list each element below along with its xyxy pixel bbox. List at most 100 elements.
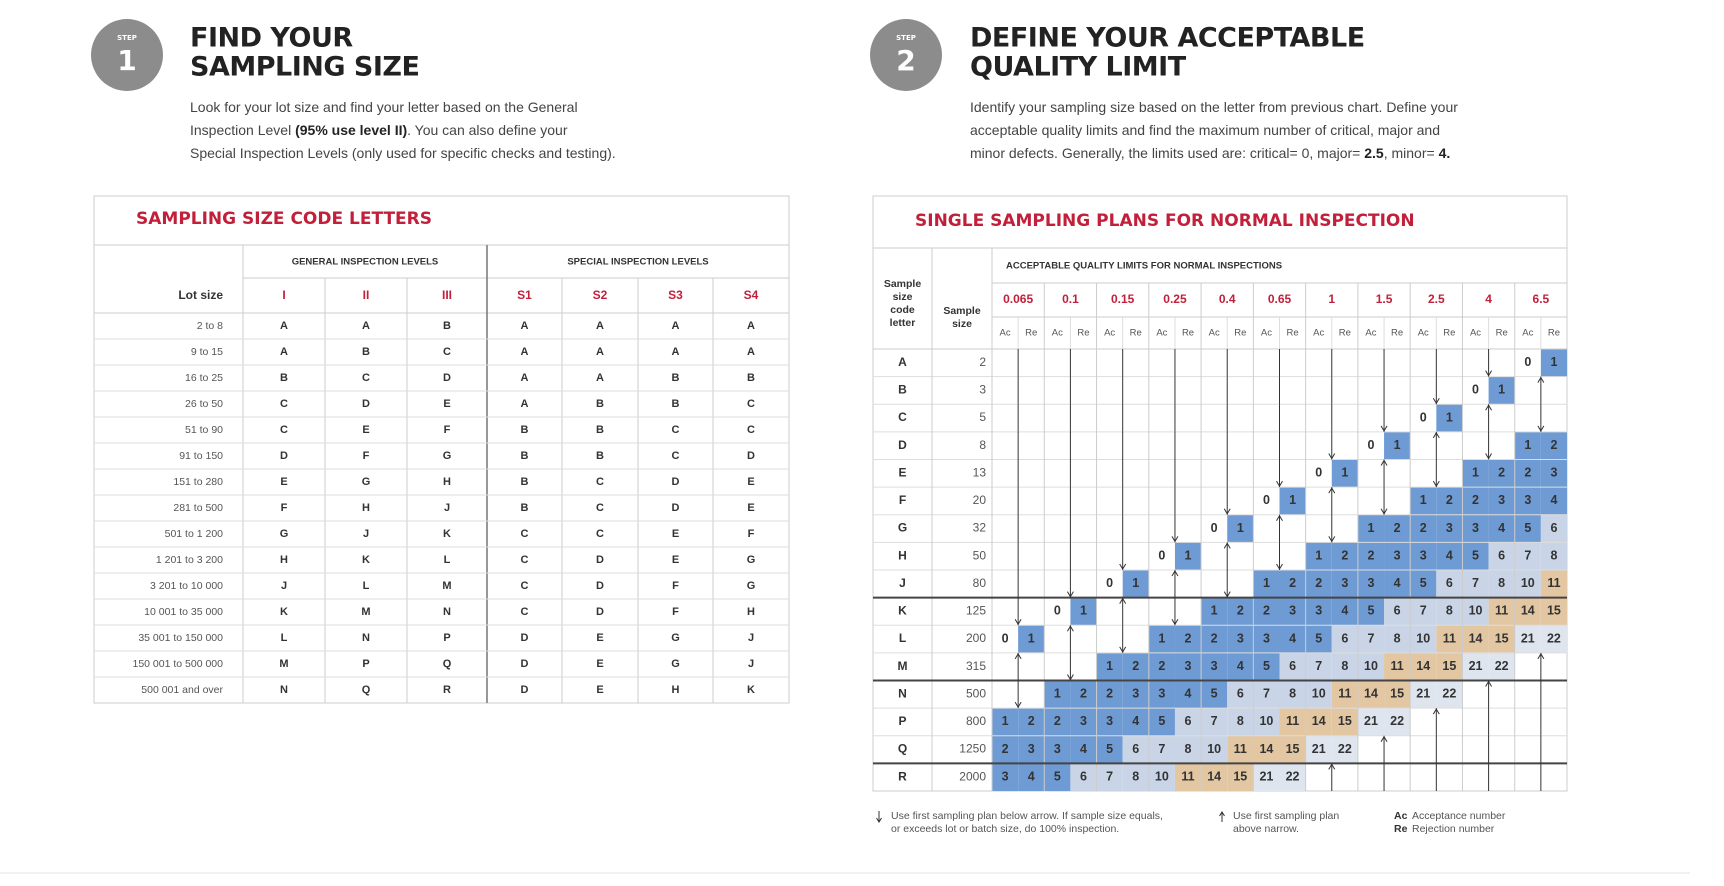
lot-size: 9 to 15: [191, 346, 223, 358]
cell-bg: [1488, 625, 1515, 653]
ac-re-number: 3: [1132, 687, 1139, 701]
arrow-head: [1380, 735, 1388, 743]
ac-re-number: 4: [1498, 521, 1505, 535]
arrow-head: [1485, 404, 1493, 411]
cell-bg: [1540, 597, 1567, 626]
code-letter: B: [521, 450, 529, 462]
aql-header: 4: [1485, 292, 1492, 306]
ac-re-number: 3: [1080, 714, 1087, 728]
code-letter: M: [442, 580, 451, 592]
cell-bg: [1462, 376, 1489, 405]
cell-bg: [1514, 459, 1541, 488]
cell-bg: [1305, 652, 1332, 681]
ac-re-number: 2: [1054, 714, 1061, 728]
sample-size: 5: [979, 410, 986, 424]
arrow-head: [1432, 480, 1440, 488]
ac-re-number: 3: [1368, 576, 1375, 590]
cell-bg: [1462, 597, 1489, 626]
ac-re-number: 3: [1106, 714, 1113, 728]
ac-re-header: Ac: [1261, 328, 1272, 339]
cell-bg: [1096, 680, 1123, 709]
ac-re-number: 8: [1237, 714, 1244, 728]
code-letter: E: [747, 502, 754, 514]
code-letter: A: [672, 320, 680, 332]
cell-bg: [1462, 514, 1489, 543]
code-letter: E: [596, 658, 603, 670]
ac-re-header: Ac: [1522, 328, 1533, 339]
code-letter: J: [444, 502, 450, 514]
ac-re-number: 11: [1286, 714, 1299, 728]
arrow-head: [1219, 811, 1225, 817]
ac-re-number: 5: [1054, 769, 1061, 783]
cell-bg: [1357, 514, 1385, 543]
code-letter: C: [596, 476, 604, 488]
cell-bg: [1096, 763, 1123, 791]
ac-re-number: 21: [1312, 742, 1326, 756]
cell-bg: [1044, 708, 1071, 736]
ac-re-number: 4: [1080, 742, 1087, 756]
ac-re-number: 5: [1420, 576, 1427, 590]
ac-re-number: 14: [1469, 631, 1483, 645]
code-letter: L: [444, 554, 451, 566]
arrow-head: [1485, 680, 1493, 687]
code-letter: B: [521, 424, 529, 436]
cell-bg: [1070, 735, 1097, 764]
code-letter: E: [747, 476, 754, 488]
code-letter: A: [362, 320, 370, 332]
ac-re-number: 7: [1420, 604, 1427, 618]
cell-bg: [1436, 652, 1463, 681]
ac-re-number: 22: [1495, 659, 1509, 673]
column-header: code: [890, 304, 915, 316]
column-header: S2: [593, 288, 608, 302]
cell-bg: [1488, 652, 1515, 681]
code-letter: K: [747, 684, 755, 696]
code-letter: M: [361, 606, 370, 618]
ac-re-number: 7: [1315, 659, 1322, 673]
legend-abbr: Re: [1394, 823, 1408, 835]
column-header: size: [893, 291, 913, 303]
ac-re-header: Re: [1234, 328, 1246, 339]
cell-bg: [1174, 625, 1202, 653]
ac-re-number: 14: [1364, 687, 1378, 701]
ac-re-number: 1: [1211, 604, 1218, 618]
code-letter: A: [672, 346, 680, 358]
cell-bg: [1096, 652, 1123, 681]
code-letter: D: [280, 450, 288, 462]
cell-bg: [1514, 625, 1541, 653]
cell-bg: [1488, 514, 1515, 543]
cell-bg: [1540, 570, 1567, 598]
code-letter: F: [748, 528, 755, 540]
description-text: . You can also define your: [407, 122, 568, 138]
cell-bg: [1384, 708, 1411, 736]
code-letter: A: [521, 320, 529, 332]
code-letter: D: [596, 554, 604, 566]
arrow-head: [1328, 487, 1336, 494]
cell-bg: [1384, 652, 1411, 681]
cell-bg: [1357, 652, 1385, 681]
cell-bg: [1331, 652, 1358, 681]
cell-bg: [1488, 597, 1515, 626]
code-letter: B: [521, 502, 529, 514]
arrow-head: [1328, 536, 1336, 543]
ac-re-header: Re: [1286, 328, 1298, 339]
cell-bg: [1540, 487, 1567, 515]
column-header: S1: [517, 288, 532, 302]
ac-re-number: 2: [1211, 631, 1218, 645]
arrow-head: [1223, 591, 1231, 598]
cell-bg: [1357, 625, 1385, 653]
cell-bg: [1514, 349, 1541, 377]
cell-bg: [1070, 708, 1097, 736]
ac-re-header: Ac: [1418, 328, 1429, 339]
cell-bg: [1174, 542, 1202, 570]
arrow-head: [1014, 652, 1022, 660]
ac-re-number: 21: [1521, 631, 1535, 645]
cell-bg: [1357, 542, 1385, 570]
code-letter: D: [596, 580, 604, 592]
ac-re-number: 8: [1289, 687, 1296, 701]
ac-re-number: 15: [1495, 631, 1509, 645]
cell-bg: [1462, 652, 1489, 681]
code-letter: B: [521, 476, 529, 488]
lot-size: 3 201 to 10 000: [150, 580, 223, 592]
sample-size: 80: [973, 576, 987, 590]
code-letter: K: [280, 606, 288, 618]
